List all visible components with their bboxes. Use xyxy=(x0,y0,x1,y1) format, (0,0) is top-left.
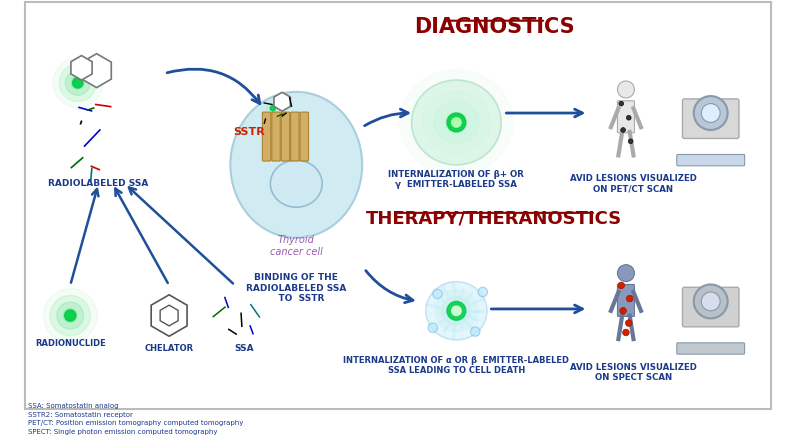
FancyBboxPatch shape xyxy=(291,112,299,161)
Circle shape xyxy=(626,295,633,302)
Polygon shape xyxy=(274,92,291,111)
Text: SSA: SSA xyxy=(235,344,254,353)
Circle shape xyxy=(447,301,466,320)
FancyBboxPatch shape xyxy=(677,343,744,354)
Ellipse shape xyxy=(426,282,487,340)
FancyBboxPatch shape xyxy=(682,99,739,139)
Ellipse shape xyxy=(445,112,468,133)
FancyBboxPatch shape xyxy=(271,112,280,161)
Circle shape xyxy=(72,77,84,89)
Ellipse shape xyxy=(434,101,479,143)
Circle shape xyxy=(622,329,629,336)
Circle shape xyxy=(618,81,634,98)
Circle shape xyxy=(428,323,438,333)
Circle shape xyxy=(267,102,279,115)
FancyBboxPatch shape xyxy=(263,112,271,161)
Text: RADIONUCLIDE: RADIONUCLIDE xyxy=(35,339,106,348)
Circle shape xyxy=(57,302,84,329)
Circle shape xyxy=(263,99,282,118)
Text: AVID LESIONS VISUALIZED
ON PET/CT SCAN: AVID LESIONS VISUALIZED ON PET/CT SCAN xyxy=(570,174,697,194)
Polygon shape xyxy=(160,305,178,326)
Circle shape xyxy=(621,128,626,133)
Ellipse shape xyxy=(435,290,478,332)
FancyBboxPatch shape xyxy=(682,287,739,327)
Circle shape xyxy=(478,287,487,296)
Circle shape xyxy=(59,64,96,102)
Circle shape xyxy=(618,265,634,282)
Polygon shape xyxy=(71,55,92,80)
Ellipse shape xyxy=(423,91,490,154)
Ellipse shape xyxy=(230,92,362,238)
Ellipse shape xyxy=(443,296,470,325)
Text: SSTR: SSTR xyxy=(233,127,265,137)
Circle shape xyxy=(451,118,461,127)
Text: CHELATOR: CHELATOR xyxy=(145,344,193,353)
Circle shape xyxy=(447,113,466,132)
Polygon shape xyxy=(82,54,111,88)
Ellipse shape xyxy=(412,80,501,165)
Ellipse shape xyxy=(449,304,463,318)
Circle shape xyxy=(470,327,480,336)
Circle shape xyxy=(628,139,633,143)
Circle shape xyxy=(618,282,625,289)
FancyBboxPatch shape xyxy=(281,112,290,161)
Text: SSA: Somatostatin analog
SSTR2: Somatostatin receptor
PET/CT: Position emission : SSA: Somatostatin analog SSTR2: Somatost… xyxy=(28,403,244,435)
Ellipse shape xyxy=(271,160,322,207)
FancyBboxPatch shape xyxy=(677,154,744,166)
Circle shape xyxy=(65,71,90,95)
Text: Thyroid
cancer cell: Thyroid cancer cell xyxy=(270,235,322,257)
Text: RADIOLABELED SSA: RADIOLABELED SSA xyxy=(49,179,149,188)
Polygon shape xyxy=(151,295,187,336)
FancyBboxPatch shape xyxy=(618,101,634,133)
Circle shape xyxy=(64,309,77,322)
Circle shape xyxy=(270,106,275,111)
Circle shape xyxy=(64,310,76,321)
FancyBboxPatch shape xyxy=(300,112,309,161)
Text: THERAPY/THERANOSTICS: THERAPY/THERANOSTICS xyxy=(366,209,622,227)
Circle shape xyxy=(433,289,443,299)
Text: BINDING OF THE
RADIOLABELED SSA
   TO  SSTR: BINDING OF THE RADIOLABELED SSA TO SSTR xyxy=(246,273,346,303)
Text: INTERNALIZATION OF α OR β  EMITTER-LABELED
SSA LEADING TO CELL DEATH: INTERNALIZATION OF α OR β EMITTER-LABELE… xyxy=(343,356,569,375)
Text: INTERNALIZATION OF β+ OR
γ  EMITTER-LABELED SSA: INTERNALIZATION OF β+ OR γ EMITTER-LABEL… xyxy=(388,170,525,189)
FancyBboxPatch shape xyxy=(618,284,634,317)
Text: DIAGNOSTICS: DIAGNOSTICS xyxy=(414,17,575,37)
Circle shape xyxy=(270,105,276,112)
Circle shape xyxy=(72,78,83,88)
Circle shape xyxy=(701,104,720,123)
Circle shape xyxy=(620,307,626,314)
Circle shape xyxy=(50,295,91,336)
Circle shape xyxy=(694,96,728,130)
Circle shape xyxy=(701,292,720,311)
Circle shape xyxy=(451,306,461,316)
Circle shape xyxy=(626,320,632,327)
Circle shape xyxy=(626,116,631,120)
Circle shape xyxy=(694,284,728,318)
Circle shape xyxy=(618,101,623,106)
Text: AVID LESIONS VISUALIZED
ON SPECT SCAN: AVID LESIONS VISUALIZED ON SPECT SCAN xyxy=(570,363,697,382)
